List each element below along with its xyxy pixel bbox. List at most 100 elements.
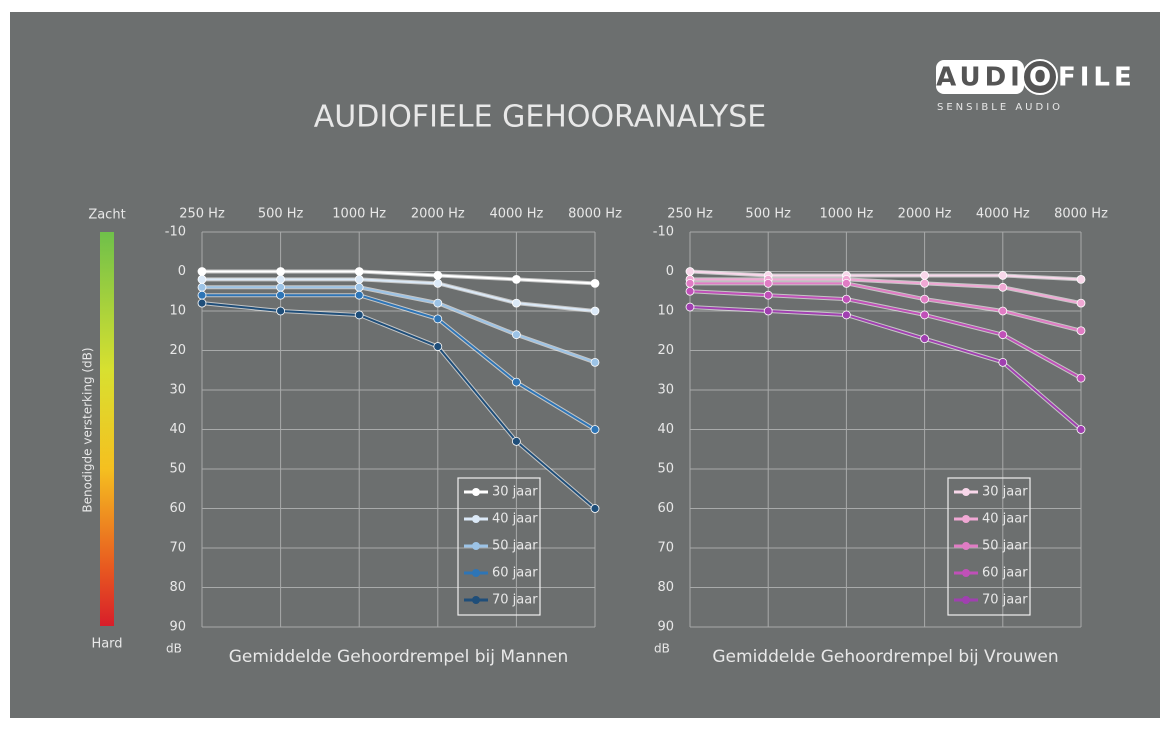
y-tick-label: 50 <box>657 462 674 477</box>
data-point <box>921 335 929 343</box>
data-point <box>198 299 206 307</box>
data-point <box>434 343 442 351</box>
page: AUDIOFIELE GEHOORANALYSE AUDI O FILE SEN… <box>0 0 1170 730</box>
data-point <box>1077 374 1085 382</box>
legend-label: 50 jaar <box>492 539 538 554</box>
data-point <box>434 279 442 287</box>
data-point <box>999 283 1007 291</box>
data-point <box>591 307 599 315</box>
data-point <box>277 307 285 315</box>
x-tick-label: 4000 Hz <box>489 207 543 222</box>
data-point <box>1077 426 1085 434</box>
legend-label: 30 jaar <box>982 485 1028 500</box>
y-tick-label: -10 <box>165 225 186 240</box>
y-tick-label: 70 <box>657 541 674 556</box>
legend-label: 40 jaar <box>982 512 1028 527</box>
logo-text: O <box>1029 63 1051 93</box>
data-point <box>512 331 520 339</box>
y-tick-label: 40 <box>657 422 674 437</box>
data-point <box>434 271 442 279</box>
y-tick-label: 80 <box>657 580 674 595</box>
y-tick-label: -10 <box>653 225 674 240</box>
logo-tagline: SENSIBLE AUDIO <box>937 102 1063 113</box>
data-point <box>512 378 520 386</box>
data-point <box>355 291 363 299</box>
data-point <box>999 331 1007 339</box>
data-point <box>921 311 929 319</box>
data-point <box>1077 275 1085 283</box>
data-point <box>277 275 285 283</box>
data-point <box>999 307 1007 315</box>
scale-top: Zacht <box>88 208 125 223</box>
gradient-bar <box>100 232 114 626</box>
data-point <box>764 307 772 315</box>
data-point <box>842 295 850 303</box>
y-tick-label: 40 <box>169 422 186 437</box>
legend-marker <box>962 515 970 523</box>
y-tick-label: 90 <box>657 620 674 635</box>
data-point <box>434 315 442 323</box>
legend-marker <box>472 488 480 496</box>
x-tick-label: 2000 Hz <box>898 207 952 222</box>
data-point <box>921 271 929 279</box>
y-tick-label: 10 <box>657 304 674 319</box>
x-tick-label: 1000 Hz <box>332 207 386 222</box>
data-point <box>921 295 929 303</box>
data-point <box>686 268 694 276</box>
legend-marker <box>472 542 480 550</box>
x-tick-label: 4000 Hz <box>976 207 1030 222</box>
data-point <box>198 283 206 291</box>
data-point <box>591 505 599 513</box>
data-point <box>1077 327 1085 335</box>
data-point <box>512 299 520 307</box>
legend-marker <box>472 569 480 577</box>
legend-label: 70 jaar <box>982 593 1028 608</box>
y-tick-label: 20 <box>657 343 674 358</box>
data-point <box>686 287 694 295</box>
data-point <box>277 291 285 299</box>
logo-text: AUDI <box>936 63 1024 93</box>
data-point <box>198 275 206 283</box>
data-point <box>842 311 850 319</box>
y-tick-label: 90 <box>169 620 186 635</box>
legend-marker <box>472 515 480 523</box>
y-tick-label: 30 <box>169 383 186 398</box>
y-unit: dB <box>166 642 182 656</box>
legend-label: 60 jaar <box>492 566 538 581</box>
x-tick-label: 500 Hz <box>745 207 791 222</box>
y-tick-label: 10 <box>169 304 186 319</box>
data-point <box>434 299 442 307</box>
y-tick-label: 70 <box>169 541 186 556</box>
data-point <box>277 283 285 291</box>
legend-label: 40 jaar <box>492 512 538 527</box>
x-tick-label: 500 Hz <box>258 207 304 222</box>
legend-label: 50 jaar <box>982 539 1028 554</box>
data-point <box>1077 299 1085 307</box>
data-point <box>686 303 694 311</box>
x-tick-label: 250 Hz <box>179 207 225 222</box>
y-tick-label: 50 <box>169 462 186 477</box>
y-tick-label: 60 <box>169 501 186 516</box>
scale-bottom: Hard <box>91 637 122 652</box>
x-tick-label: 1000 Hz <box>819 207 873 222</box>
data-point <box>591 358 599 366</box>
x-tick-label: 250 Hz <box>667 207 713 222</box>
legend-label: 60 jaar <box>982 566 1028 581</box>
data-point <box>355 268 363 276</box>
data-point <box>198 268 206 276</box>
data-point <box>999 271 1007 279</box>
y-tick-label: 30 <box>657 383 674 398</box>
x-tick-label: 8000 Hz <box>1054 207 1108 222</box>
y-tick-label: 60 <box>657 501 674 516</box>
data-point <box>921 279 929 287</box>
chart-title: Gemiddelde Gehoordrempel bij Mannen <box>229 647 569 667</box>
y-unit: dB <box>654 642 670 656</box>
legend-marker <box>472 596 480 604</box>
legend-marker <box>962 596 970 604</box>
legend-marker <box>962 569 970 577</box>
legend-label: 70 jaar <box>492 593 538 608</box>
y-tick-label: 0 <box>666 264 674 279</box>
y-tick-label: 0 <box>178 264 186 279</box>
data-point <box>355 275 363 283</box>
data-point <box>591 426 599 434</box>
